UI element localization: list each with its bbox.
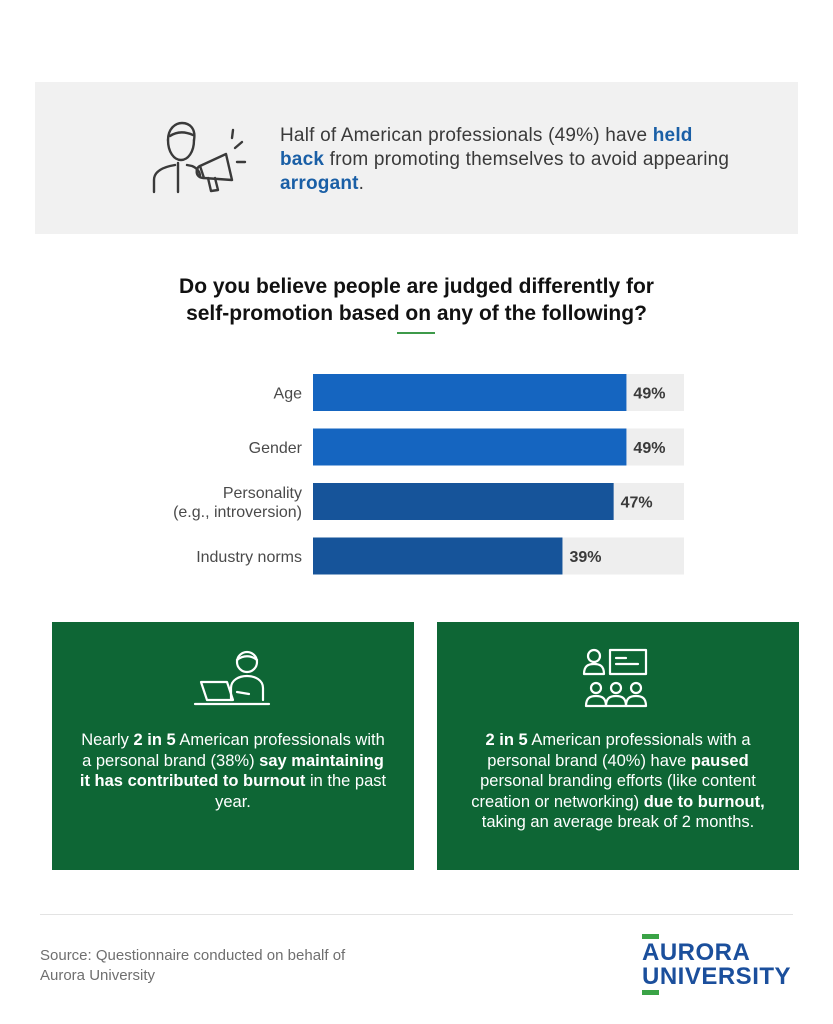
logo-line-1: AURORA — [642, 939, 751, 966]
chart-title: Do you believe people are judged differe… — [0, 273, 833, 327]
card-text-part: American professionals with a personal b… — [487, 731, 751, 770]
card-text-part: personal branding efforts (like content … — [471, 772, 756, 811]
card-text-bold: due to burnout, — [643, 792, 765, 811]
paused-branding-stat-card: 2 in 5 American professionals with a per… — [437, 622, 799, 870]
presentation-audience-icon — [582, 648, 648, 708]
category-label: (e.g., introversion) — [173, 504, 302, 521]
source-note: Source: Questionnaire conducted on behal… — [40, 947, 346, 984]
title-underline — [397, 332, 435, 334]
bar — [313, 374, 627, 411]
bar-value-label: 47% — [621, 495, 653, 512]
bar-value-label: 39% — [569, 549, 601, 566]
card-text-part: taking an average break of 2 months. — [481, 813, 755, 831]
top-stat-text-part: Half of American professionals (49%) hav… — [280, 125, 653, 146]
card-text-part: in the past year. — [215, 772, 387, 811]
chart-title-line-1: Do you believe people are judged differe… — [179, 275, 654, 298]
card-text-bold: 2 in 5 — [133, 731, 176, 749]
card-text-part: Nearly — [81, 731, 134, 749]
top-stat-text-part: . — [358, 173, 365, 194]
logo-line-2: UNIVERSITY — [642, 963, 792, 990]
bar-value-label: 49% — [633, 440, 665, 457]
card-text-bold: paused — [690, 751, 749, 770]
logo-accent-bar — [642, 990, 659, 995]
top-stat-highlight-arrogant: arrogant — [280, 173, 359, 194]
paused-branding-stat-text: 2 in 5 American professionals with a per… — [461, 730, 775, 833]
bar — [313, 483, 614, 520]
top-stat-highlight-held-back: held back — [280, 125, 693, 170]
person-megaphone-icon — [152, 121, 247, 194]
category-label: Age — [274, 386, 303, 403]
category-label: Personality — [223, 485, 302, 502]
logo-accent-bar — [642, 934, 659, 939]
card-text-bold: 2 in 5 — [485, 731, 528, 749]
top-stat-text: Half of American professionals (49%) hav… — [280, 124, 740, 196]
bar — [313, 537, 563, 575]
person-laptop-icon — [193, 650, 271, 706]
burnout-stat-text: Nearly 2 in 5 American professionals wit… — [76, 730, 390, 812]
top-stat-text-part: from promoting themselves to avoid appea… — [324, 149, 730, 170]
card-text-part: American professionals with a personal b… — [82, 731, 385, 770]
footer-divider — [40, 914, 793, 915]
category-label: Industry norms — [196, 549, 302, 566]
category-label: Gender — [249, 440, 303, 457]
bar-value-label: 49% — [633, 386, 665, 403]
bar-chart: 49% Age 49% Gender 47% Personality (e.g., intr… — [173, 374, 684, 575]
aurora-university-logo: AURORA UNIVERSITY — [642, 934, 812, 996]
bar — [313, 428, 627, 466]
top-stat-panel — [35, 82, 798, 234]
card-text-bold: say maintaining it has contributed to bu… — [79, 751, 384, 791]
chart-title-line-2: self-promotion based on any of the follo… — [186, 302, 647, 325]
burnout-stat-card: Nearly 2 in 5 American professionals wit… — [52, 622, 414, 870]
